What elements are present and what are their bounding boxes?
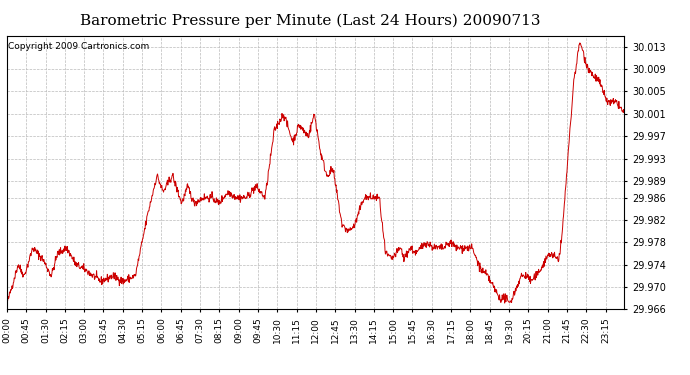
Text: Copyright 2009 Cartronics.com: Copyright 2009 Cartronics.com: [8, 42, 150, 51]
Text: Barometric Pressure per Minute (Last 24 Hours) 20090713: Barometric Pressure per Minute (Last 24 …: [80, 13, 541, 27]
